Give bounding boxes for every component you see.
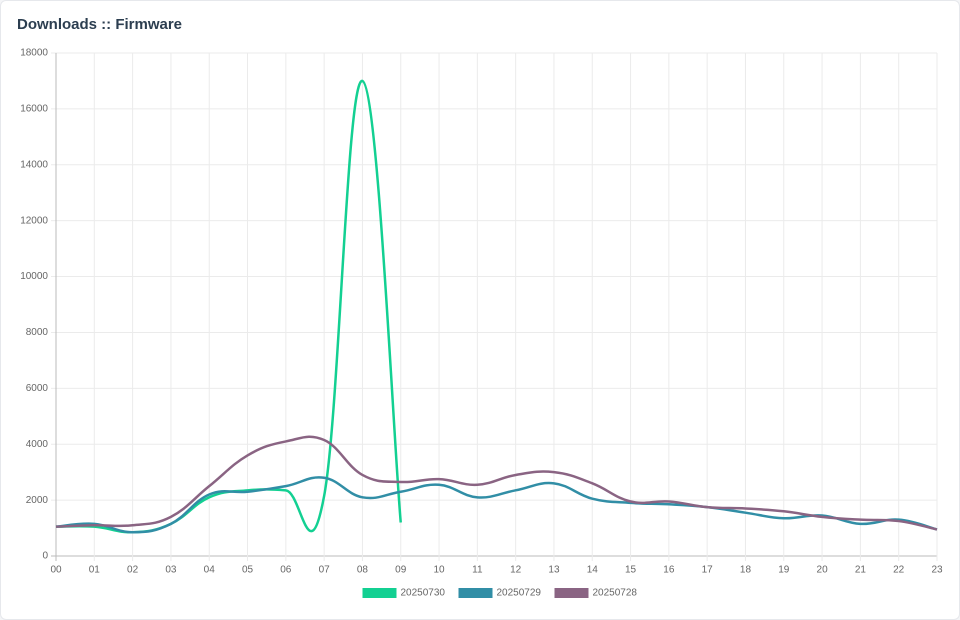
x-tick-label: 02 [127,565,139,576]
legend-label: 20250728 [593,588,638,599]
y-tick-label: 12000 [20,215,48,226]
x-tick-label: 06 [280,565,292,576]
legend-label: 20250730 [401,588,446,599]
x-tick-label: 09 [395,565,407,576]
x-tick-label: 15 [625,565,637,576]
y-tick-label: 18000 [20,48,48,59]
x-tick-label: 05 [242,565,254,576]
chart-title: Downloads :: Firmware [17,16,183,33]
x-tick-label: 10 [433,565,445,576]
x-tick-label: 23 [931,565,943,576]
x-tick-label: 01 [89,565,101,576]
x-tick-label: 00 [50,565,62,576]
legend-swatch [554,588,589,598]
y-tick-label: 4000 [26,439,49,450]
x-tick-label: 11 [472,565,483,576]
legend-label: 20250729 [497,588,542,599]
x-tick-label: 07 [319,565,331,576]
x-tick-label: 21 [855,565,867,576]
x-tick-label: 14 [587,565,599,576]
legend-swatch [458,588,493,598]
y-tick-label: 10000 [20,271,48,282]
x-tick-label: 20 [817,565,829,576]
x-tick-label: 03 [165,565,177,576]
x-tick-label: 12 [510,565,522,576]
x-tick-label: 19 [778,565,790,576]
legend-swatch [362,588,397,598]
x-tick-label: 08 [357,565,369,576]
y-tick-label: 14000 [20,159,48,170]
x-tick-label: 18 [740,565,752,576]
y-tick-label: 2000 [26,495,49,506]
x-tick-label: 16 [663,565,675,576]
y-tick-label: 6000 [26,383,49,394]
x-tick-label: 13 [548,565,560,576]
y-tick-label: 16000 [20,104,48,115]
y-tick-label: 0 [42,551,48,562]
x-tick-label: 04 [204,565,216,576]
series-line [55,476,938,534]
x-tick-label: 22 [893,565,905,576]
series-line [55,435,938,531]
x-tick-label: 17 [702,565,714,576]
y-tick-label: 8000 [26,327,49,338]
